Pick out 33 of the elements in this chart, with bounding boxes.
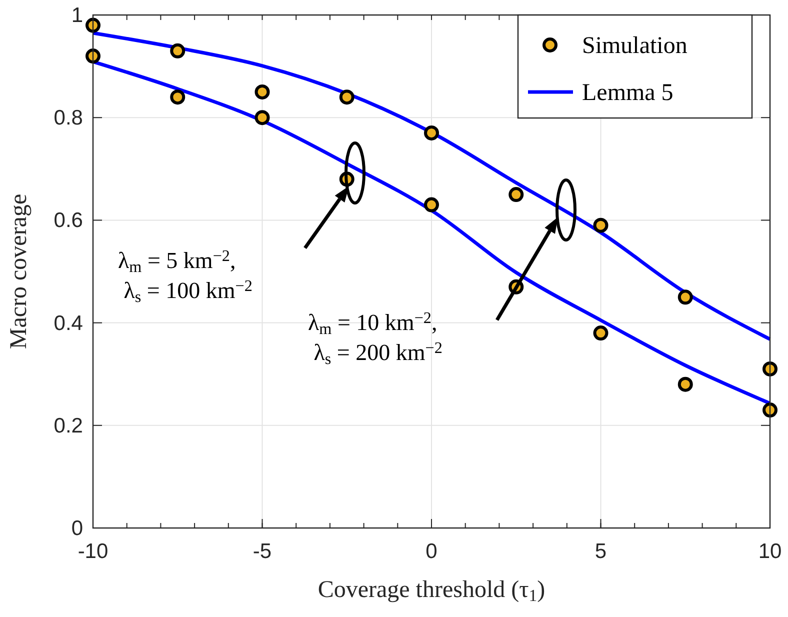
point — [254, 84, 270, 100]
point — [762, 361, 778, 376]
x-tick-label: -5 — [252, 540, 272, 563]
point — [424, 197, 439, 212]
legend-label: Lemma 5 — [582, 80, 674, 106]
point — [424, 125, 439, 140]
y-tick-label: 0 — [71, 517, 83, 540]
x-tick-label: 0 — [426, 540, 438, 563]
y-tick-label: 0.8 — [54, 106, 83, 130]
point — [170, 90, 186, 105]
point — [593, 218, 608, 233]
y-tick-label: 0.4 — [54, 312, 84, 335]
point — [593, 326, 608, 341]
point — [678, 290, 693, 305]
point — [170, 43, 186, 58]
y-tick-label: 0.6 — [54, 209, 83, 232]
point — [86, 48, 100, 64]
x-tick-label: -10 — [78, 540, 108, 563]
point — [339, 90, 354, 105]
point — [678, 376, 693, 392]
y-axis-title: Macro coverage — [6, 194, 32, 350]
point — [86, 18, 100, 33]
point — [762, 402, 778, 418]
point — [508, 187, 524, 202]
point — [254, 110, 270, 126]
x-tick-label: 5 — [594, 540, 607, 563]
y-tick-label: 0.2 — [54, 414, 83, 438]
text: λ$_{m}$ = 5 km$^{−2}$, λ$_{s}$ = 100 km$^{−2}$ — [118, 248, 252, 306]
x-tick-label: 10 — [758, 540, 782, 563]
x-axis-title: Coverage threshold (τ$_{1}$) — [318, 577, 546, 606]
text: λ$_{m}$ = 10 km$^{−2}$, λ$_{s}$ = 200 km$^{−2}$ — [308, 310, 442, 368]
y-tick-label: 1 — [71, 4, 83, 27]
legend-label: Simulation — [582, 33, 688, 59]
